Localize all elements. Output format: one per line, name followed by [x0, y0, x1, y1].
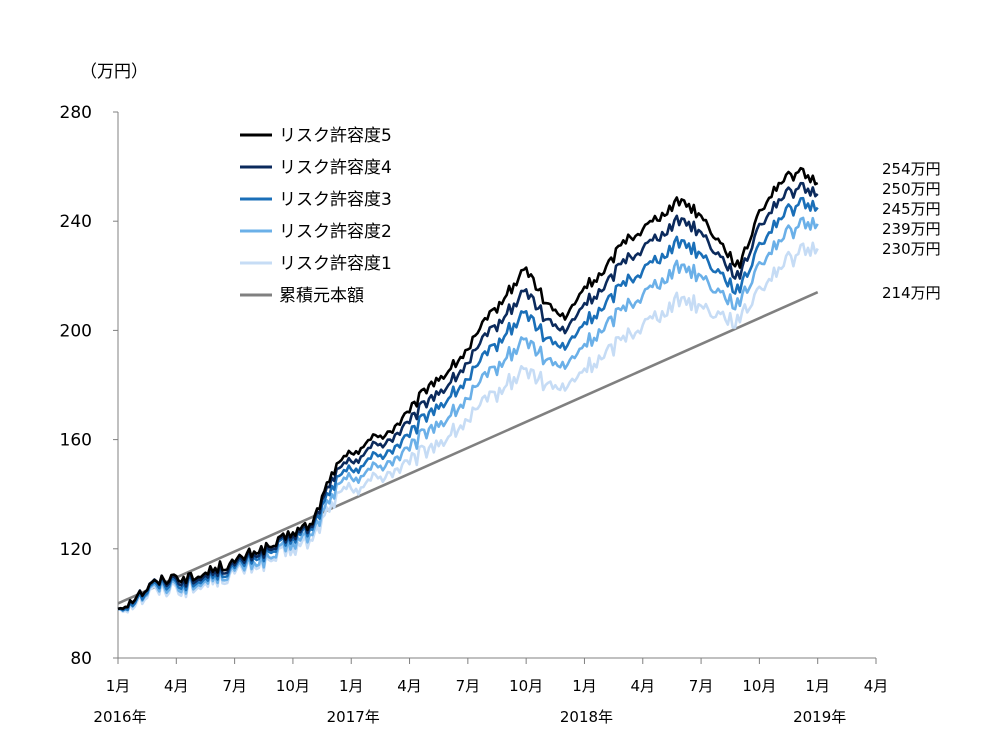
x-tick-label: 1月 [106, 677, 131, 695]
y-tick-label: 200 [60, 321, 92, 341]
series-line [117, 241, 819, 614]
end-value-label: 214万円 [882, 284, 941, 302]
x-tick-label: 10月 [509, 677, 543, 695]
y-tick-label: 240 [60, 212, 92, 232]
year-label: 2018年 [560, 708, 613, 726]
x-tick-label: 10月 [742, 677, 776, 695]
legend: リスク許容度5 リスク許容度4 リスク許容度3 リスク許容度2 リスク許容度1 累積元本額 [240, 126, 392, 306]
x-tick-label: 4月 [164, 677, 189, 695]
x-tick-label: 7月 [456, 677, 481, 695]
y-tick-label: 280 [60, 103, 92, 123]
series-layer [117, 166, 819, 614]
end-value-label: 250万円 [882, 180, 941, 198]
y-tick-label: 120 [60, 540, 92, 560]
end-labels: 254万円 250万円 245万円 239万円 230万円 214万円 [882, 160, 941, 302]
legend-label: リスク許容度4 [279, 158, 392, 178]
end-value-label: 254万円 [882, 160, 941, 178]
legend-label: リスク許容度5 [279, 126, 392, 146]
legend-label: リスク許容度1 [279, 254, 392, 274]
year-label: 2019年 [793, 708, 846, 726]
series-line [117, 181, 819, 611]
x-tick-label: 1月 [572, 677, 597, 695]
x-tick-label: 7月 [222, 677, 247, 695]
y-tick-label: 80 [70, 649, 92, 669]
x-tick-label: 10月 [276, 677, 310, 695]
axes: 80 120 160 200 240 280 1月 4月 7月 10月 1月 4月 7月 10月 1月 4月 7… [60, 103, 889, 726]
y-tick-label: 160 [60, 431, 92, 451]
x-tick-label: 4月 [630, 677, 655, 695]
series-line [117, 166, 819, 611]
year-label: 2017年 [327, 708, 380, 726]
series-line [118, 216, 819, 612]
legend-label: リスク許容度3 [279, 190, 392, 210]
x-tick-label: 4月 [864, 677, 889, 695]
end-value-label: 239万円 [882, 220, 941, 238]
legend-label: 累積元本額 [279, 286, 364, 306]
series-line [117, 291, 819, 605]
legend-label: リスク許容度2 [279, 222, 392, 242]
x-tick-label: 4月 [397, 677, 422, 695]
x-tick-label: 1月 [339, 677, 364, 695]
series-line [117, 196, 819, 612]
x-tick-label: 1月 [805, 677, 830, 695]
end-value-label: 245万円 [882, 200, 941, 218]
year-label: 2016年 [93, 708, 146, 726]
y-unit-label: （万円） [80, 62, 148, 82]
x-tick-label: 7月 [689, 677, 714, 695]
end-value-label: 230万円 [882, 240, 941, 258]
